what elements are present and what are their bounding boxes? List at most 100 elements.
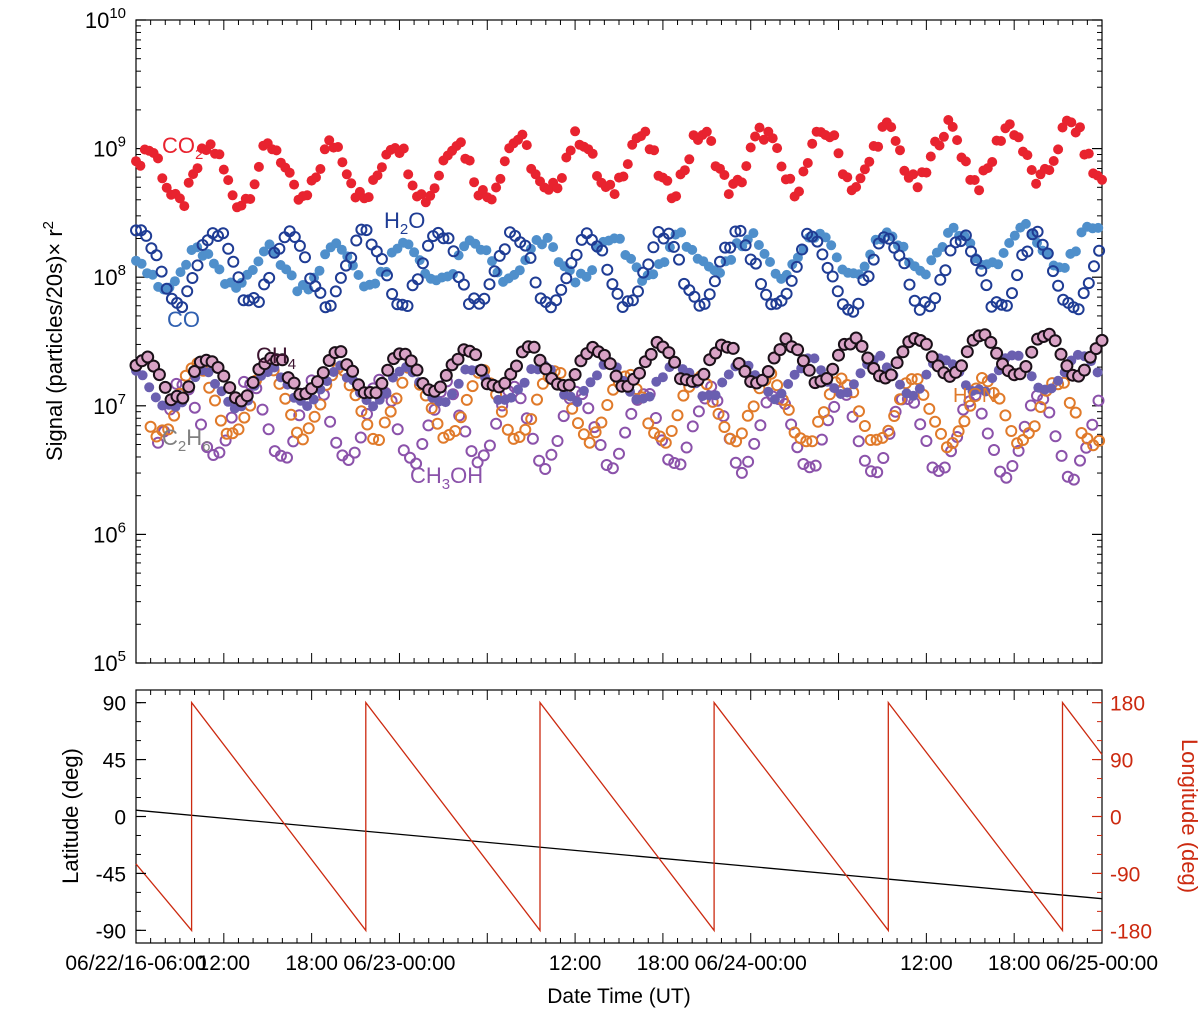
- h2o-point: [821, 261, 834, 274]
- c2h6-point: [717, 377, 728, 388]
- co2-point: [174, 193, 185, 204]
- co-point: [648, 269, 659, 280]
- ch3oh-point: [932, 465, 945, 477]
- co2-point: [552, 183, 563, 194]
- co-point: [859, 261, 870, 272]
- ch4-point: [568, 368, 582, 381]
- c2h6-point: [960, 380, 971, 391]
- h2o-point: [293, 239, 306, 252]
- top-y-tick-exp: 9: [118, 134, 126, 151]
- label-ch3oh-tail: OH: [450, 463, 483, 488]
- ch4-point: [726, 341, 740, 355]
- ch4-point: [211, 361, 225, 374]
- h2o-point: [1077, 287, 1090, 300]
- co2-point: [289, 179, 300, 190]
- hcn-point: [894, 393, 906, 406]
- co2-point: [785, 173, 796, 184]
- co2-point: [407, 180, 418, 191]
- h2o-point: [816, 248, 829, 261]
- co-point: [136, 258, 147, 269]
- co2-point: [346, 178, 357, 189]
- h2o-point: [524, 251, 537, 264]
- top-y-tick-base: 10: [85, 8, 109, 33]
- series-co: [131, 218, 1104, 297]
- ch3oh-point: [797, 458, 810, 470]
- co2-point: [565, 145, 576, 156]
- co2-point: [434, 170, 444, 181]
- ch3oh-point: [483, 439, 496, 452]
- ch3oh-point: [551, 435, 564, 447]
- hcn-point: [384, 405, 397, 418]
- ch3oh-point: [1000, 471, 1013, 484]
- hcn-point: [882, 424, 895, 437]
- ch4-point: [381, 363, 395, 377]
- hcn-point: [162, 423, 175, 436]
- hcn-point: [870, 433, 883, 446]
- ch4-point: [761, 365, 775, 378]
- ch3oh-point: [668, 457, 681, 469]
- ch3oh-point: [342, 454, 355, 466]
- co-point: [514, 265, 525, 276]
- co-point: [854, 269, 864, 280]
- label-ch4: CH4: [256, 343, 296, 373]
- hcn-point: [1017, 434, 1029, 446]
- label-c2h6-base: C: [162, 425, 178, 450]
- h2o-point: [299, 251, 311, 264]
- co2-point: [179, 201, 190, 212]
- hcn-point: [501, 423, 514, 436]
- co2-point: [662, 175, 673, 186]
- c2h6-point: [513, 384, 523, 395]
- bottom-left-tick-label: 45: [103, 750, 126, 773]
- latitude-line: [135, 809, 1103, 900]
- ch4-point: [1077, 363, 1091, 377]
- co2-point: [996, 136, 1006, 146]
- co2-point: [873, 141, 884, 152]
- hcn-point: [507, 432, 520, 445]
- co-point: [1093, 222, 1104, 233]
- h2o-point: [273, 242, 286, 255]
- x-tick-label: 12:00: [549, 952, 602, 975]
- h2o-point: [483, 278, 496, 291]
- h2o-point: [708, 275, 721, 288]
- label-co2: CO2: [162, 133, 203, 163]
- c2h6-point: [987, 373, 998, 384]
- co2-point: [403, 169, 414, 180]
- c2h6-point: [848, 379, 859, 390]
- ch4-point: [990, 346, 1004, 360]
- bottom-y-ticks-right: 180 90 0 -90 -180: [1092, 693, 1152, 943]
- hcn-point: [1011, 437, 1024, 450]
- co-point: [169, 276, 180, 287]
- co2-point: [802, 158, 813, 168]
- co2-point: [315, 164, 326, 174]
- ch4-point: [311, 375, 324, 389]
- top-y-tick-label: 109: [93, 134, 126, 162]
- ch4-point: [832, 348, 845, 362]
- x-tick-label: 06/23-00:00: [343, 952, 455, 975]
- h2o-point: [688, 290, 701, 303]
- ch3oh-point: [1067, 473, 1080, 486]
- ch3oh-point: [625, 407, 638, 420]
- ch3oh-point: [865, 465, 877, 478]
- hcn-point: [378, 416, 391, 429]
- hcn-point: [1075, 427, 1088, 439]
- bottom-right-tick-label: 0: [1110, 807, 1122, 830]
- hcn-point: [911, 373, 924, 386]
- ch3oh-point: [1055, 449, 1068, 462]
- ch3oh-point: [1049, 430, 1062, 443]
- hcn-point: [976, 372, 988, 384]
- c2h6-point: [710, 390, 721, 401]
- co-point: [831, 252, 842, 263]
- hcn-point: [156, 424, 169, 437]
- hcn-point: [724, 432, 737, 445]
- co2-point: [767, 133, 778, 144]
- ch3oh-point: [1043, 406, 1056, 419]
- c2h6-point: [842, 387, 853, 398]
- co2-point: [701, 126, 712, 137]
- co-point: [548, 242, 559, 253]
- bottom-left-tick-label: -45: [96, 863, 126, 886]
- hcn-point: [993, 392, 1006, 405]
- co2-point: [895, 145, 905, 156]
- ch4-point: [955, 359, 968, 373]
- label-c2h6-tail: H: [186, 425, 202, 450]
- ch4-point: [474, 363, 488, 377]
